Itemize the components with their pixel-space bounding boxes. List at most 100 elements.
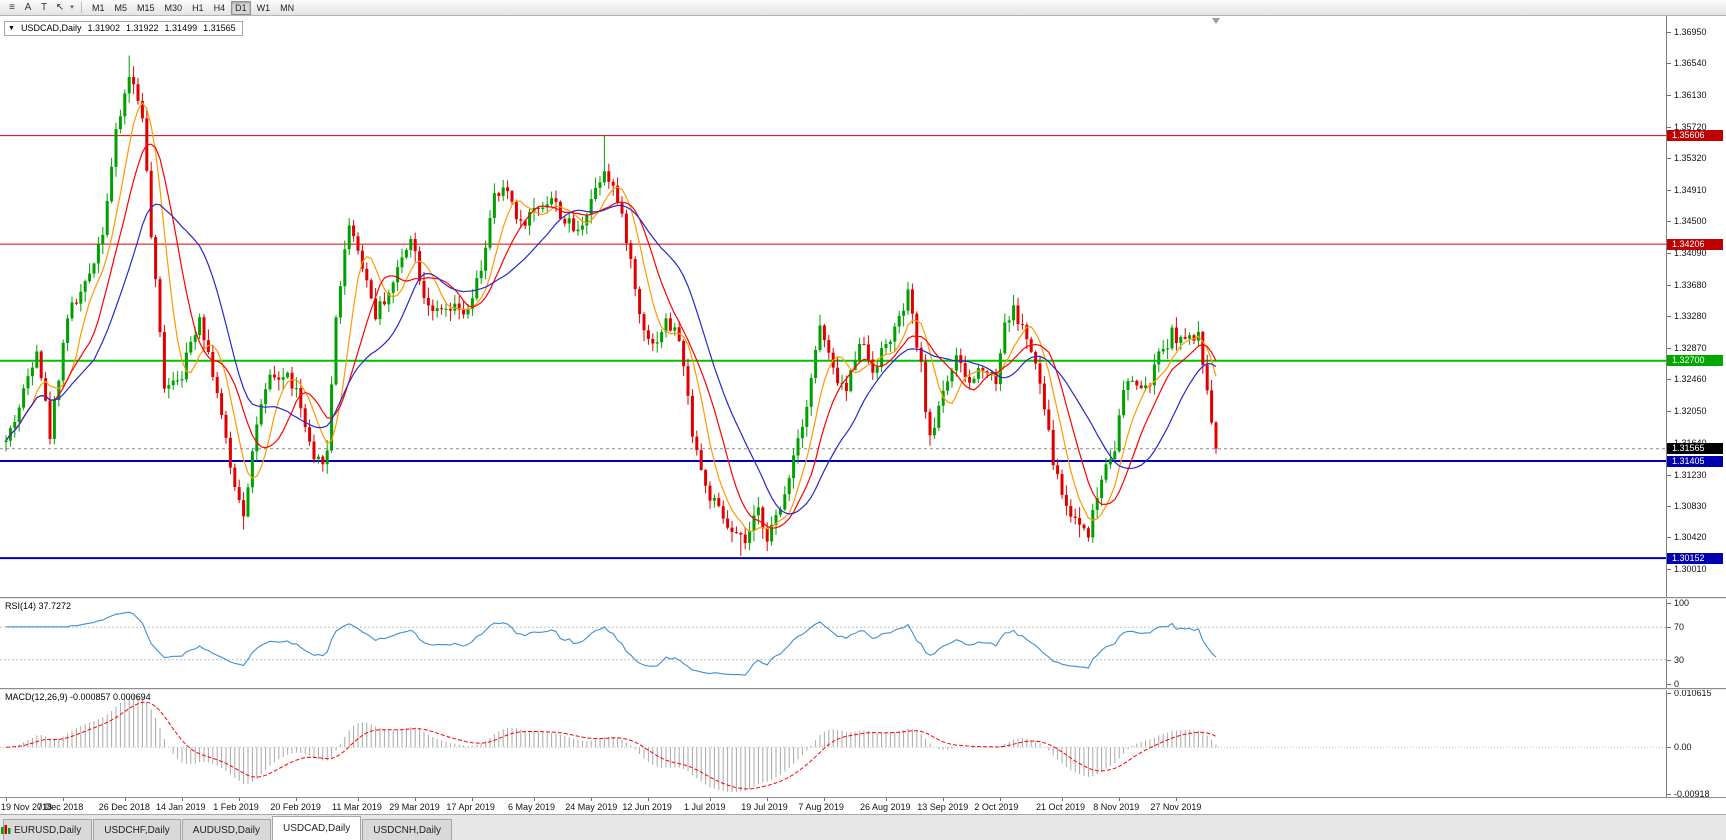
timeframe-m5[interactable]: M5: [111, 1, 132, 15]
date-label: 1 Jul 2019: [684, 802, 726, 812]
timeframe-mn[interactable]: MN: [276, 1, 298, 15]
price-tick-label: 1.32460: [1674, 374, 1707, 385]
chart-symbol-box[interactable]: ▼ USDCAD,Daily 1.31902 1.31922 1.31499 1…: [4, 21, 243, 36]
chart-shift-marker-icon[interactable]: [1212, 18, 1220, 24]
annotate-a-icon[interactable]: A: [24, 1, 32, 13]
date-tick: [767, 798, 769, 801]
tab-usdchf-daily[interactable]: USDCHF,Daily: [1, 819, 181, 840]
price-tick: [1667, 253, 1671, 254]
price-tick-label: 1.36130: [1674, 90, 1707, 100]
rsi-axis-tick: [1667, 684, 1671, 685]
rsi-axis-tick: [1667, 627, 1671, 629]
price-tick: [1667, 221, 1671, 223]
chart-list-icon[interactable]: ≡: [9, 1, 15, 13]
main-chart-canvas[interactable]: [0, 16, 1666, 597]
date-label: 19 Nov 2018: [1, 802, 53, 812]
timeframe-w1[interactable]: W1: [253, 1, 275, 15]
timeframe-m15[interactable]: M15: [133, 1, 159, 15]
price-tick: [1667, 126, 1671, 128]
price-tick: [1667, 31, 1671, 33]
date-tick: [63, 798, 65, 801]
macd-axis-tick: [1667, 747, 1671, 749]
timeframe-h4[interactable]: H4: [210, 1, 230, 15]
macd-axis-label: 0.010615: [1674, 688, 1712, 698]
price-tick-label: 1.35720: [1674, 121, 1707, 132]
date-tick: [886, 798, 887, 801]
timeframe-m1[interactable]: M1: [88, 1, 109, 15]
price-tick-label: 1.36950: [1674, 26, 1707, 37]
price-tick: [1667, 189, 1671, 191]
rsi-axis-tick: [1667, 603, 1671, 604]
price-tick-label: 1.31230: [1674, 469, 1707, 480]
tab-chart-icon: [1, 826, 11, 834]
price-tick: [1667, 157, 1671, 159]
chart-symbol-label: USDCAD,Daily: [20, 23, 82, 33]
date-tick: [182, 798, 183, 801]
price-tick: [1667, 505, 1671, 507]
rsi-axis-label: 100: [1674, 598, 1690, 608]
tab-bar: EURUSD,Daily USDCHF,Daily AUDUSD,Daily USDC…: [0, 814, 1726, 840]
date-label: 12 Jun 2019: [622, 802, 672, 812]
tab-eurusd-daily[interactable]: EURUSD,Daily: [1, 819, 93, 840]
date-tick: [415, 798, 417, 801]
timeframe-d1[interactable]: D1: [231, 0, 251, 15]
price-tick-label: 1.36540: [1674, 58, 1707, 69]
rsi-pane-label: RSI(14) 37.7272: [5, 601, 72, 611]
date-tick: [6, 798, 7, 801]
tab-label: AUDUSD,Daily: [192, 824, 261, 836]
macd-pane-label: MACD(12,26,9) -0.000857 0.000694: [5, 692, 151, 702]
date-label: 20 Feb 2019: [270, 802, 321, 812]
date-label: 7 Aug 2019: [798, 802, 844, 812]
text-tool-icon[interactable]: T: [40, 1, 48, 13]
tab-usdcad-daily[interactable]: USDCAD,Daily: [1, 816, 362, 840]
price-tick-label: 1.32870: [1674, 342, 1707, 353]
date-tick: [1062, 798, 1063, 801]
price-axis[interactable]: 1.36950 1.36540 1.36130 1.35720 1.35320 1.349…: [1666, 16, 1726, 799]
moving-average-line: [5, 143, 1217, 529]
price-level-label: 1.31405: [1667, 455, 1723, 467]
rsi-indicator-canvas[interactable]: [0, 599, 1666, 688]
ohlc-low: 1.31499: [164, 23, 198, 33]
pane-separator[interactable]: [0, 688, 1726, 690]
price-tick-label: 1.33680: [1674, 279, 1707, 290]
date-label: 11 Mar 2019: [332, 802, 382, 812]
date-label: 29 Mar 2019: [389, 802, 440, 812]
price-level-label: 1.30152: [1667, 552, 1723, 564]
macd-axis-tick: [1667, 794, 1671, 795]
date-tick: [943, 798, 945, 801]
tab-audusd-daily[interactable]: AUDUSD,Daily: [1, 819, 272, 840]
date-tick: [1000, 798, 1002, 801]
rsi-axis-tick: [1667, 659, 1671, 661]
date-axis[interactable]: 19 Nov 2018 7 Dec 2018 26 Dec 2018 14 Jan 2…: [0, 797, 1726, 814]
date-label: 14 Jan 2019: [156, 802, 206, 812]
rsi-axis-label: 70: [1674, 622, 1685, 633]
date-tick: [124, 798, 126, 801]
date-label: 26 Aug 2019: [860, 802, 911, 812]
date-label: 8 Nov 2019: [1093, 802, 1140, 812]
tab-label: USDCAD,Daily: [283, 823, 351, 834]
rsi-axis-label: 0: [1674, 679, 1680, 689]
tab-usdcnh-daily[interactable]: USDCNH,Daily: [1, 819, 453, 840]
timeframe-h1[interactable]: H1: [188, 1, 208, 15]
date-label: 13 Sep 2019: [917, 802, 969, 812]
price-level-label: 1.34206: [1667, 238, 1723, 250]
date-label: 17 Apr 2019: [446, 802, 495, 812]
pane-separator[interactable]: [0, 597, 1726, 599]
date-tick: [239, 798, 241, 801]
macd-indicator-canvas[interactable]: [0, 690, 1666, 797]
tool-dropdown-icon[interactable]: ▾: [70, 3, 74, 11]
price-tick: [1667, 95, 1671, 96]
collapse-triangle-icon[interactable]: ▼: [8, 25, 15, 32]
price-tick-label: 1.30830: [1674, 500, 1707, 511]
date-label: 2 Oct 2019: [974, 802, 1019, 812]
date-label: 1 Feb 2019: [213, 802, 259, 812]
date-tick: [591, 798, 593, 801]
timeframe-m30[interactable]: M30: [161, 1, 187, 15]
date-label: 21 Oct 2019: [1036, 802, 1086, 812]
crosshair-tool-icon[interactable]: ↖: [55, 1, 65, 13]
tab-label: USDCNH,Daily: [373, 824, 442, 836]
date-label: 24 May 2019: [565, 802, 618, 812]
ohlc-open: 1.31902: [87, 23, 120, 33]
price-tick-label: 1.34500: [1674, 216, 1707, 227]
date-tick: [710, 798, 711, 801]
